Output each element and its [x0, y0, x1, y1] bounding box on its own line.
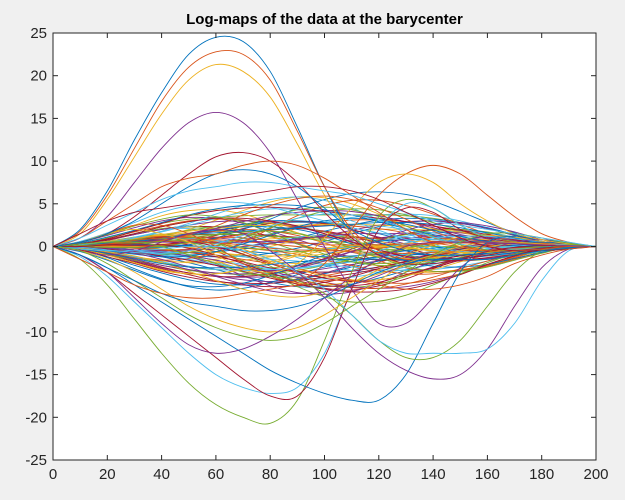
series-line: [53, 160, 596, 252]
chart-title: Log-maps of the data at the barycenter: [186, 11, 463, 28]
series-line: [53, 234, 596, 275]
series-line: [53, 206, 596, 400]
series-line: [53, 235, 596, 403]
y-tick-label: 5: [39, 196, 47, 213]
series-line: [53, 241, 596, 361]
x-tick-label: 60: [208, 466, 225, 483]
series-line: [53, 111, 596, 328]
x-tick-label: 20: [99, 466, 116, 483]
series-line: [53, 232, 596, 341]
axes: 0 20 40 60 80 100 120 140 160 180 200-25-20-15-10-…: [25, 25, 608, 483]
series-line: [53, 185, 596, 252]
y-tick-label: 20: [30, 68, 47, 85]
x-tick-label: 140: [421, 466, 446, 483]
x-tick-label: 40: [153, 466, 170, 483]
series-line: [53, 204, 596, 248]
series-line: [53, 173, 596, 273]
x-tick-label: 100: [312, 466, 337, 483]
series-line: [53, 243, 596, 287]
series-line: [53, 245, 596, 355]
series-line: [53, 222, 596, 271]
y-tick-label: 10: [30, 153, 47, 170]
y-tick-label: -15: [25, 367, 47, 384]
y-tick-label: 25: [30, 25, 47, 42]
y-tick-label: -10: [25, 324, 47, 341]
x-tick-label: 120: [366, 466, 391, 483]
series-line: [53, 245, 596, 272]
series-line: [53, 246, 596, 299]
x-tick-label: 0: [49, 466, 57, 483]
y-tick-label: -5: [34, 281, 47, 298]
series-line: [53, 164, 596, 282]
x-tick-label: 160: [475, 466, 500, 483]
y-tick-label: -20: [25, 409, 47, 426]
series-line: [53, 241, 596, 333]
x-tick-label: 180: [529, 466, 554, 483]
x-tick-label: 80: [262, 466, 279, 483]
y-tick-label: 0: [39, 239, 47, 256]
series-line: [53, 169, 596, 256]
series-line: [53, 246, 596, 312]
series-group: [53, 35, 596, 425]
series-line: [53, 181, 596, 247]
series-line: [53, 213, 596, 254]
y-tick-label: 15: [30, 110, 47, 127]
series-line: [53, 217, 596, 261]
y-tick-label: -25: [25, 452, 47, 469]
series-line: [53, 196, 596, 256]
series-line: [53, 245, 596, 269]
series-line: [53, 208, 596, 254]
x-tick-label: 200: [583, 466, 608, 483]
